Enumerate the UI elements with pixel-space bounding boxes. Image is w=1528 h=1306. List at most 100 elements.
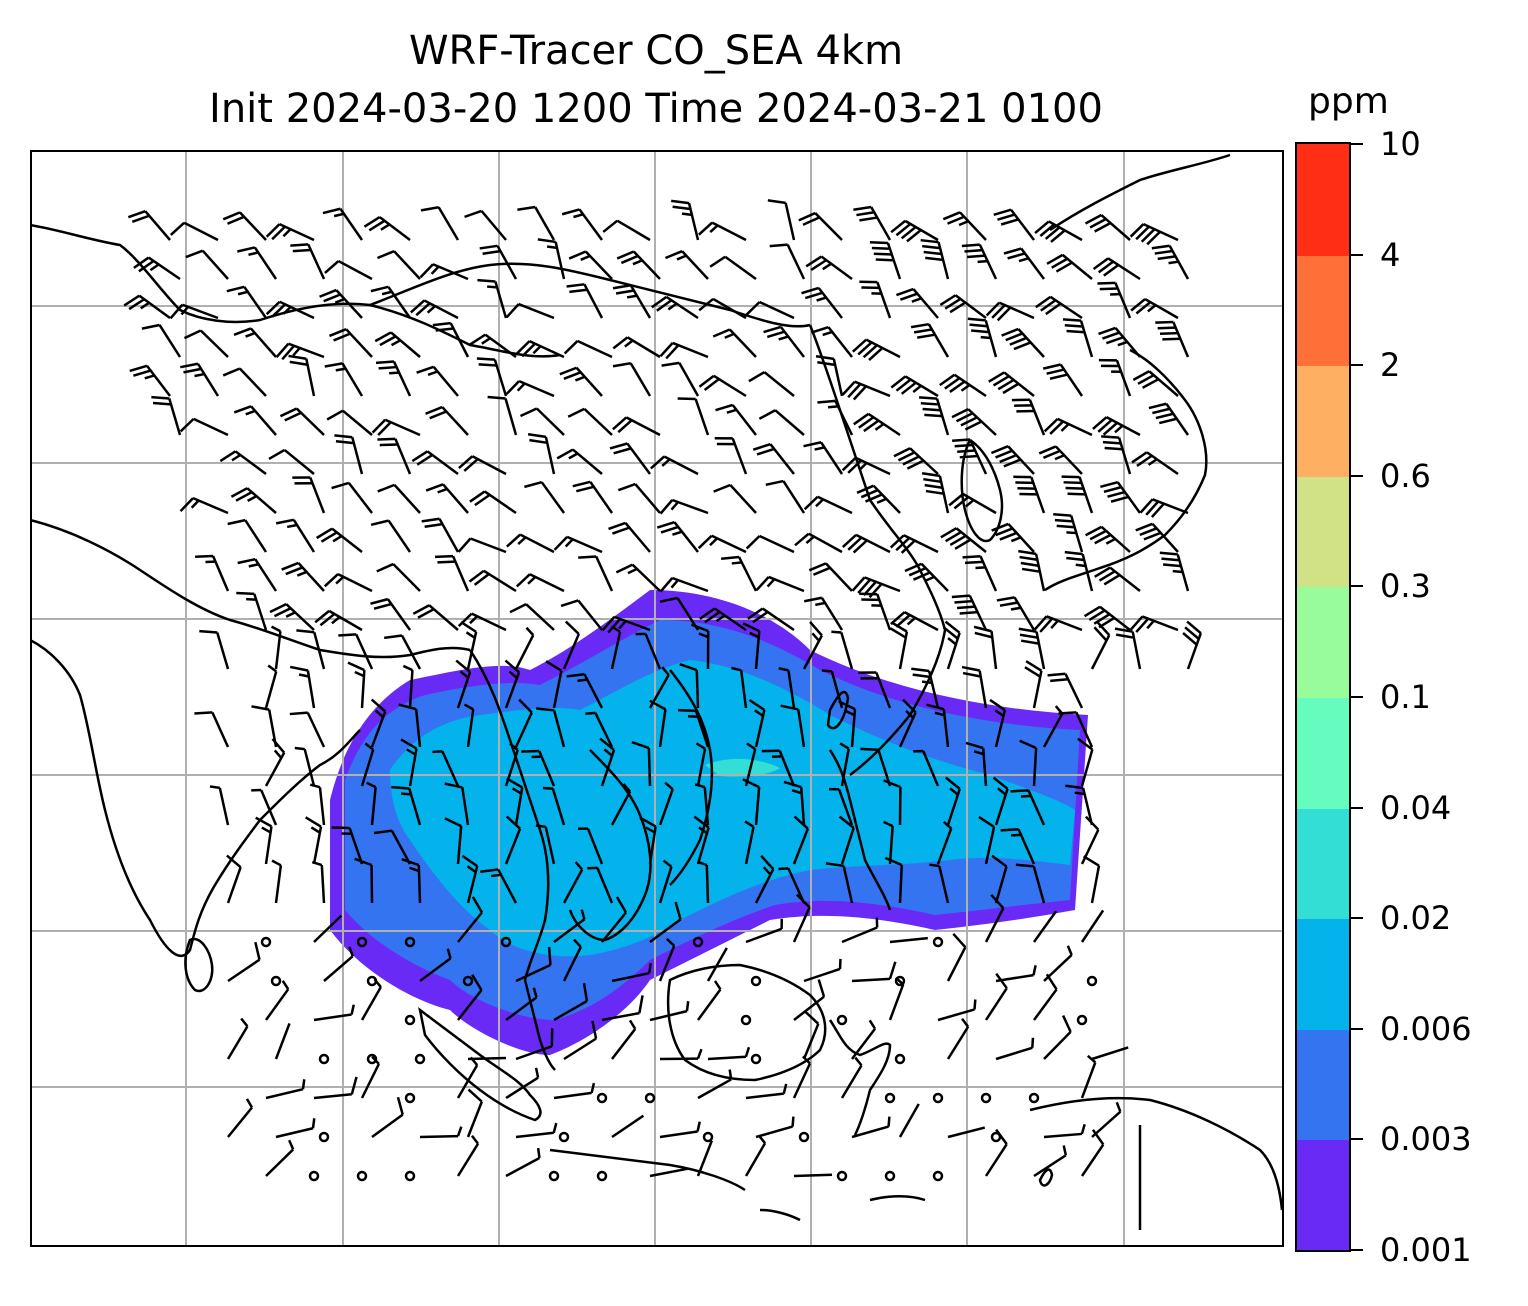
wind-barb — [476, 357, 508, 397]
colorbar-segment — [1297, 365, 1349, 477]
wind-barb — [420, 206, 460, 241]
wind-barb — [752, 443, 795, 475]
wind-barb — [948, 492, 997, 515]
wind-barb — [651, 295, 699, 320]
wind-barb — [692, 936, 704, 948]
colorbar-tick — [1351, 364, 1363, 367]
colorbar — [1295, 142, 1351, 1252]
wind-barb — [858, 671, 892, 709]
wind-barb — [747, 607, 795, 632]
wind-barb — [698, 297, 747, 320]
wind-barb — [808, 562, 853, 592]
wind-barb — [1080, 909, 1105, 943]
wind-barb — [457, 974, 483, 1021]
wind-barb — [898, 698, 917, 748]
wind-barb — [853, 205, 892, 241]
coastline-segment — [869, 1195, 926, 1202]
wind-barb — [1003, 247, 1046, 280]
wind-barb — [1131, 451, 1179, 476]
wind-barb — [1043, 417, 1093, 437]
wind-barb — [792, 1055, 812, 1099]
wind-barb — [179, 496, 229, 515]
wind-barb — [853, 412, 901, 437]
map-panel[interactable] — [30, 150, 1282, 1245]
wind-barb — [993, 208, 1035, 241]
wind-barb — [750, 975, 762, 987]
wind-barb — [706, 947, 728, 982]
wind-barb — [750, 1053, 762, 1065]
wind-barb — [714, 437, 748, 475]
wind-barb — [324, 362, 364, 397]
wind-barb — [904, 562, 949, 592]
wind-barb — [984, 1128, 1008, 1177]
wind-barb — [859, 280, 892, 319]
wind-barb — [1043, 1123, 1086, 1139]
wind-barb — [1043, 1015, 1072, 1060]
wind-barb — [505, 1067, 540, 1100]
wind-barb — [869, 241, 902, 280]
wind-barb — [1094, 566, 1141, 592]
wind-barb — [185, 249, 229, 280]
wind-barb — [769, 243, 806, 280]
wind-barb — [1018, 627, 1046, 670]
wind-barb — [696, 1140, 714, 1177]
wind-barb — [616, 250, 661, 280]
wind-barb — [377, 483, 421, 514]
colorbar-tick-label: 4 — [1380, 235, 1401, 274]
wind-barb — [693, 815, 710, 865]
wind-barb — [754, 854, 775, 904]
wind-barb — [356, 1170, 368, 1182]
wind-barb — [410, 299, 459, 320]
wind-barb — [1061, 475, 1094, 514]
wind-barb — [798, 211, 843, 241]
wind-barb — [558, 1131, 570, 1143]
wind-barb — [939, 373, 987, 398]
wind-barb — [1034, 220, 1083, 243]
wind-barb — [910, 322, 950, 358]
wind-barb — [294, 746, 316, 787]
wind-barb — [519, 407, 565, 436]
wind-barb — [940, 527, 987, 553]
wind-barb — [697, 534, 747, 554]
coastline-segment — [759, 1208, 801, 1222]
wind-barb — [893, 447, 939, 475]
wind-barb — [596, 1092, 608, 1104]
wind-barb — [461, 854, 479, 904]
wind-barb — [937, 999, 977, 1022]
wind-barb — [890, 375, 939, 398]
wind-barb — [745, 300, 795, 320]
wind-barb — [1053, 513, 1084, 553]
wind-barb — [856, 484, 901, 514]
wind-barb — [677, 397, 710, 436]
wind-barb — [375, 360, 412, 397]
coastline-segment — [568, 749, 652, 942]
wind-barb — [851, 961, 897, 983]
wind-barb — [836, 1170, 848, 1182]
wind-barb — [347, 661, 366, 709]
wind-barb — [611, 963, 652, 983]
wind-barb — [1129, 222, 1179, 246]
wind-barb — [279, 407, 325, 436]
wind-barb — [659, 498, 709, 515]
wind-barb — [559, 366, 603, 397]
wind-barb — [500, 936, 512, 948]
wind-barb — [946, 932, 967, 982]
wind-barb — [504, 659, 521, 709]
colorbar-tick-label: 0.003 — [1380, 1120, 1472, 1159]
wind-barb — [658, 781, 674, 826]
wind-barb — [961, 665, 988, 709]
wind-barb — [123, 294, 171, 320]
coastline-segment — [549, 1148, 746, 1192]
wind-barb — [841, 456, 891, 476]
wind-barb — [504, 815, 522, 865]
wind-barb — [742, 622, 761, 670]
wind-barb — [1032, 910, 1058, 943]
wind-barb — [265, 300, 315, 320]
wind-barb — [841, 533, 891, 554]
wind-barb — [514, 698, 533, 748]
wind-barb — [585, 711, 614, 748]
wind-barb — [487, 395, 518, 436]
wind-barb — [696, 860, 710, 904]
wind-barb — [659, 576, 709, 593]
wind-barb — [985, 301, 1035, 322]
